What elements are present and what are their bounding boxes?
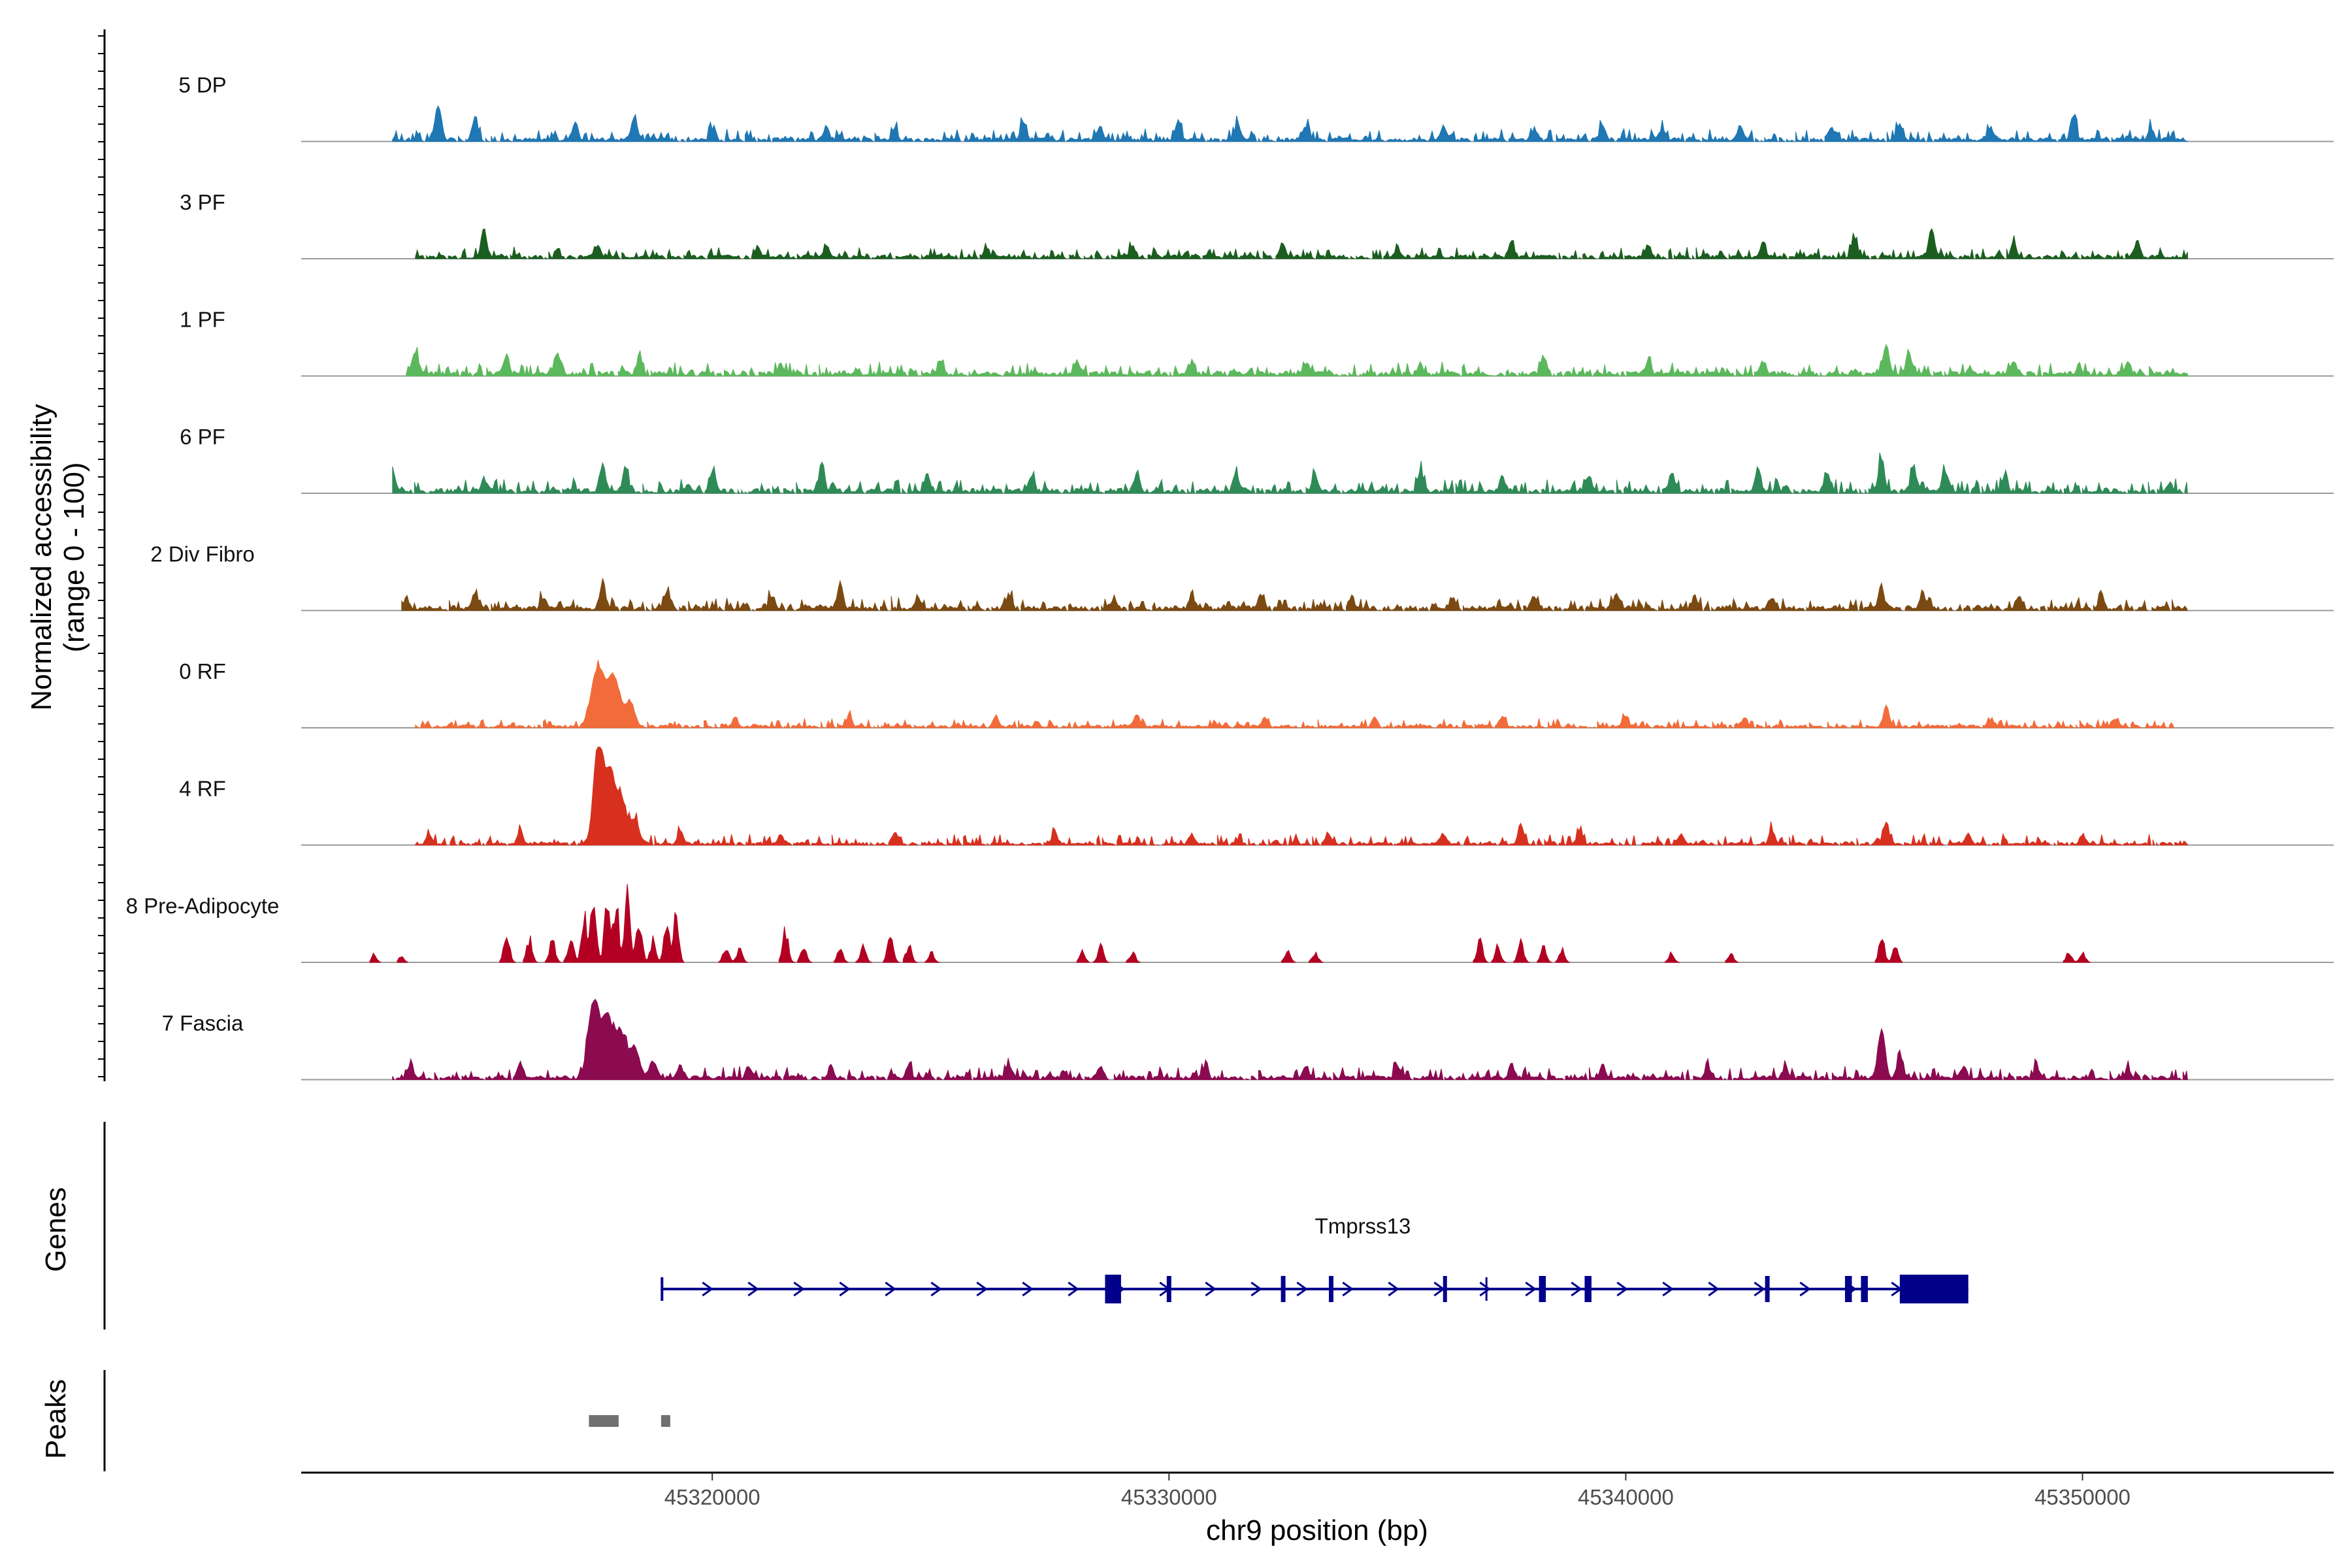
track-3-pf: 3 PF <box>180 190 2334 259</box>
gene-exon <box>1584 1276 1592 1302</box>
coverage-area <box>369 884 2091 963</box>
coverage-area <box>401 578 2189 612</box>
strand-arrow <box>1296 1281 1308 1297</box>
peaks-panel-label: Peaks <box>40 1379 72 1459</box>
track-0-rf: 0 RF <box>179 659 2334 728</box>
gene-exon <box>1899 1275 1968 1303</box>
strand-arrow <box>1342 1281 1354 1297</box>
strand-arrow <box>930 1281 942 1297</box>
strand-arrow <box>747 1281 759 1297</box>
genes-panel-label: Genes <box>40 1187 72 1272</box>
gene-name-label: Tmprss13 <box>1315 1214 1411 1238</box>
strand-arrow <box>1205 1281 1217 1297</box>
peaks-panel <box>103 1370 670 1471</box>
strand-arrow <box>1616 1281 1628 1297</box>
track-1-pf: 1 PF <box>180 308 2334 377</box>
x-axis-title: chr9 position (bp) <box>1206 1514 1428 1546</box>
strand-arrow <box>976 1281 988 1297</box>
coverage-area <box>415 227 2188 259</box>
x-axis: 45320000 45330000 45340000 45350000 <box>301 1471 2334 1509</box>
gene-exon <box>1844 1276 1852 1302</box>
strand-arrow <box>885 1281 896 1297</box>
track-4-rf: 4 RF <box>179 747 2334 846</box>
gene-exon <box>1861 1276 1868 1302</box>
gene-exon <box>1105 1275 1121 1303</box>
genes-panel: Tmprss13 <box>103 1122 1968 1330</box>
track-label: 6 PF <box>180 425 225 449</box>
peak-region <box>661 1415 670 1427</box>
x-tick-label: 45330000 <box>1121 1485 1217 1509</box>
strand-arrow <box>1708 1281 1720 1297</box>
track-2-div-fibro: 2 Div Fibro <box>150 542 2334 612</box>
strand-arrow <box>1022 1281 1034 1297</box>
gene-exon <box>1765 1276 1770 1302</box>
coverage-area <box>415 660 2174 728</box>
track-label: 3 PF <box>180 190 225 214</box>
strand-arrow <box>1754 1281 1765 1297</box>
track-7-fascia: 7 Fascia <box>162 998 2334 1081</box>
strand-arrow <box>1525 1281 1537 1297</box>
coverage-area <box>392 452 2188 494</box>
track-label: 5 DP <box>178 73 226 97</box>
y-axis <box>98 29 106 1081</box>
strand-arrow <box>1571 1281 1582 1297</box>
track-label: 4 RF <box>179 777 226 801</box>
strand-arrow <box>1250 1281 1262 1297</box>
track-8-pre-adipocyte: 8 Pre-Adipocyte <box>126 884 2334 963</box>
gene-exon <box>1281 1276 1286 1302</box>
y-axis-title-line1: Normalized accessibility <box>25 404 57 710</box>
track-label: 1 PF <box>180 308 225 332</box>
strand-arrow <box>1388 1281 1399 1297</box>
strand-arrow <box>1799 1281 1811 1297</box>
gene-exon <box>1166 1276 1171 1302</box>
strand-arrow <box>1479 1281 1491 1297</box>
gene-exon <box>1539 1276 1546 1302</box>
coverage-tracks: 5 DP 3 PF 1 PF 6 PF 2 Div Fibro 0 RF 4 RF 8 Pre… <box>126 73 2334 1081</box>
coverage-area <box>392 105 2188 142</box>
coverage-area <box>415 747 2188 846</box>
gene-exon <box>1443 1276 1447 1302</box>
track-6-pf: 6 PF <box>180 425 2334 494</box>
strand-arrow <box>1068 1281 1079 1297</box>
x-tick-label: 45340000 <box>1578 1485 1674 1509</box>
strand-arrow <box>839 1281 851 1297</box>
peak-region <box>589 1415 619 1427</box>
track-label: 7 Fascia <box>162 1011 244 1036</box>
track-label: 8 Pre-Adipocyte <box>126 894 280 918</box>
x-tick-label: 45350000 <box>2034 1485 2131 1509</box>
coverage-area <box>406 344 2188 377</box>
gene-exon <box>1328 1276 1333 1302</box>
track-label: 0 RF <box>179 659 226 683</box>
coverage-area <box>392 998 2188 1081</box>
track-5-dp: 5 DP <box>178 73 2334 142</box>
y-axis-title-line2: (range 0 - 100) <box>58 462 90 652</box>
strand-arrow <box>702 1281 713 1297</box>
track-label: 2 Div Fibro <box>150 542 255 566</box>
strand-arrow <box>793 1281 805 1297</box>
strand-arrow <box>1662 1281 1674 1297</box>
x-tick-label: 45320000 <box>664 1485 760 1509</box>
